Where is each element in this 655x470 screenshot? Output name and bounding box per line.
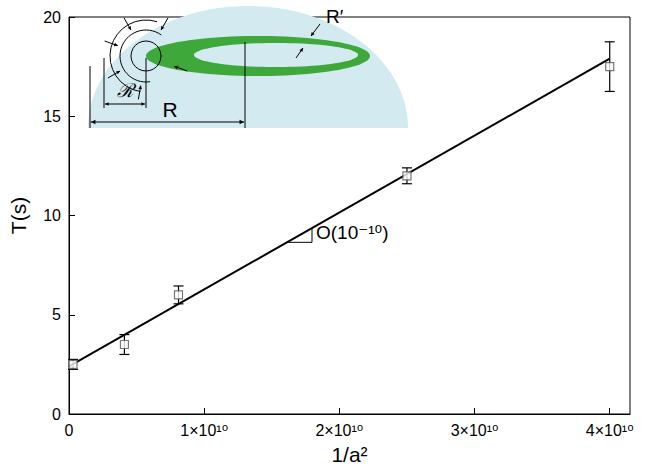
svg-text:1×10¹⁰: 1×10¹⁰ (180, 422, 228, 439)
svg-text:5: 5 (52, 306, 61, 323)
svg-text:2×10¹⁰: 2×10¹⁰ (315, 422, 363, 439)
svg-text:4×10¹⁰: 4×10¹⁰ (586, 422, 634, 439)
svg-text:O(10⁻¹⁰): O(10⁻¹⁰) (316, 222, 389, 243)
svg-text:10: 10 (43, 207, 61, 224)
svg-text:15: 15 (43, 108, 61, 125)
svg-text:ℛ: ℛ (117, 80, 137, 101)
svg-text:0: 0 (52, 406, 61, 423)
svg-text:R′: R′ (326, 6, 344, 27)
svg-text:R: R (162, 98, 177, 121)
svg-text:1/a²: 1/a² (331, 443, 367, 466)
svg-text:3×10¹⁰: 3×10¹⁰ (451, 422, 499, 439)
svg-text:20: 20 (43, 9, 61, 26)
svg-text:0: 0 (65, 422, 74, 439)
svg-text:T(s): T(s) (7, 197, 30, 234)
